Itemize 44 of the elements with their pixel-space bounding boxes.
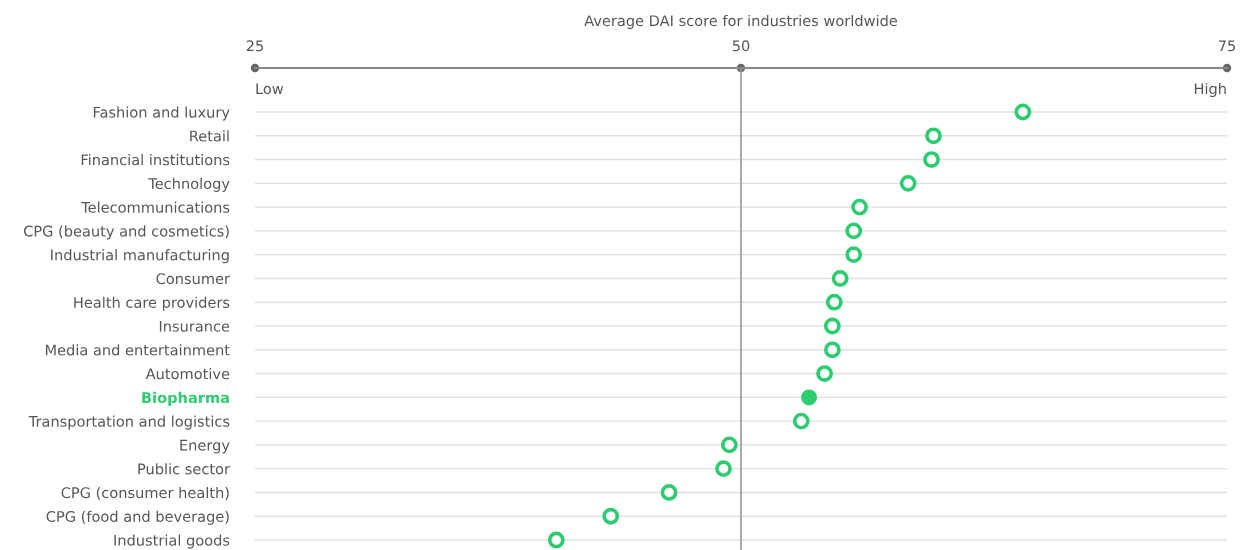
point [823, 317, 841, 335]
point [792, 412, 810, 430]
y-tick-label: CPG (food and beverage) [46, 510, 229, 525]
point [925, 127, 942, 145]
x-tick-label: 75 [1218, 40, 1235, 52]
text: High [1194, 82, 1226, 98]
point [720, 436, 738, 454]
point [845, 246, 863, 264]
point [899, 174, 917, 192]
point [715, 460, 732, 478]
y-tick-label: Technology [148, 177, 230, 192]
point [816, 365, 833, 382]
point [831, 270, 849, 287]
y-tick-label: CPG (consumer health) [61, 486, 229, 500]
y-tick-label: Media and entertainment [45, 344, 230, 356]
point [823, 341, 841, 359]
y-tick-label: Industrial goods [114, 534, 230, 549]
y-tick-label: Automotive [145, 368, 230, 380]
point [547, 531, 565, 549]
point [801, 389, 817, 406]
point [851, 198, 868, 216]
y-tick-label: Transportation and logistics [28, 415, 230, 430]
text: Low [256, 83, 284, 95]
y-tick-label: Financial institutions [81, 154, 230, 166]
point [923, 151, 940, 168]
y-tick-label: Health care providers [74, 296, 230, 311]
point [1014, 103, 1032, 121]
y-tick-label: Fashion and luxury [93, 106, 230, 121]
x-tick-label: 50 [732, 40, 750, 52]
y-tick-label: Telecommunications [81, 201, 230, 213]
y-tick-label: Industrial manufacturing [51, 249, 229, 264]
chart-title: Average DAI score for industries worldwide [584, 14, 898, 30]
point [825, 293, 843, 311]
point [660, 484, 678, 501]
y-tick-label: Retail [190, 130, 229, 142]
y-tick-label: CPG (beauty and cosmetics) [23, 225, 229, 240]
y-tick-label: Biopharma [142, 391, 229, 406]
y-tick-label: Energy [180, 439, 230, 454]
y-tick-label: Public sector [138, 463, 230, 475]
point [845, 222, 863, 240]
y-tick-label: Consumer [156, 273, 230, 285]
x-tick-label: 25 [246, 40, 263, 52]
point [602, 507, 620, 525]
y-tick-label: Insurance [159, 320, 230, 332]
